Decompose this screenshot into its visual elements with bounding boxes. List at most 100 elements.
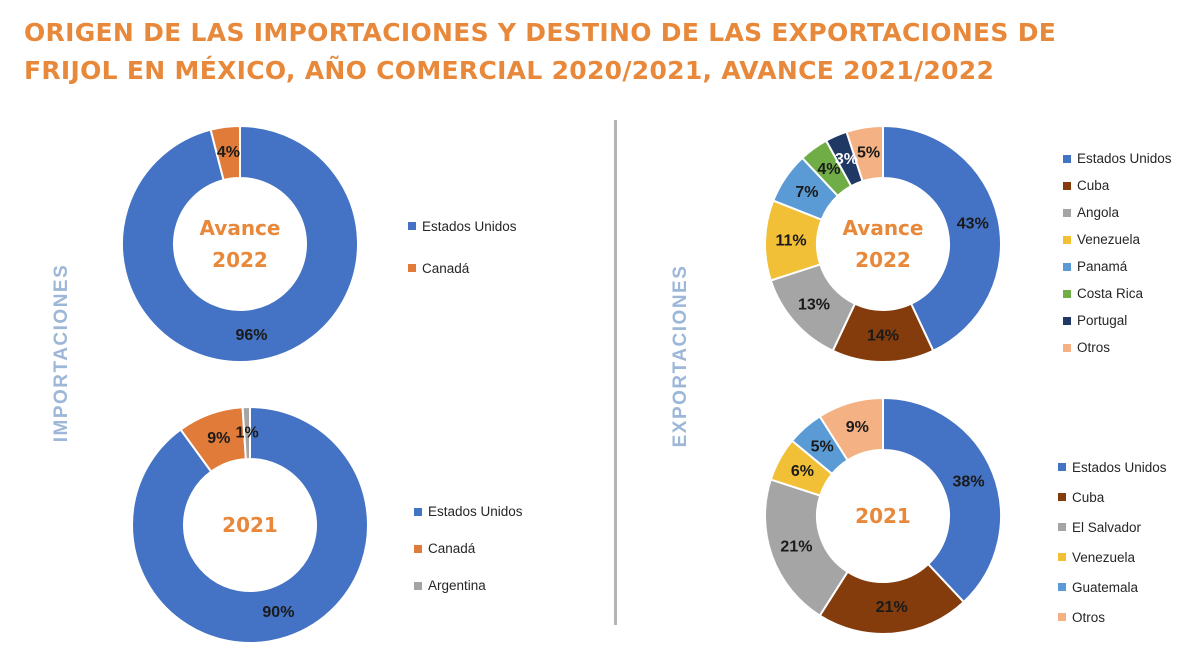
- section-divider: [614, 120, 617, 625]
- exp2022-center-label: Avance: [843, 216, 924, 240]
- legend-label: Venezuela: [1072, 549, 1136, 565]
- imp2022-label-canada: 4%: [217, 144, 240, 161]
- legend-item-canada: Canadá: [414, 530, 523, 567]
- legend-item-estados-unidos: Estados Unidos: [1063, 145, 1172, 172]
- imports-2021-legend: Estados Unidos Canadá Argentina: [414, 493, 523, 604]
- legend-swatch: [1063, 235, 1071, 244]
- legend-label: Otros: [1072, 609, 1106, 625]
- exports-2022-legend: Estados Unidos Cuba Angola Venezuela Panamá C…: [1063, 145, 1172, 361]
- legend-swatch: [408, 264, 416, 272]
- exp2022-label-cuba: 14%: [867, 328, 899, 345]
- imports-2022-legend: Estados Unidos Canadá: [408, 205, 517, 289]
- imp2022-center-label: Avance: [200, 216, 281, 240]
- exports-2021-donut-chart: 38% 21% 21% 6% 5% 9% 2021: [764, 396, 1002, 635]
- title-line-1: ORIGEN DE LAS IMPORTACIONES Y DESTINO DE…: [24, 18, 1057, 47]
- legend-swatch: [414, 544, 422, 553]
- legend-item-otros: Otros: [1058, 602, 1167, 632]
- imports-2021-donut-chart: 90% 9% 1% 2021: [131, 405, 369, 644]
- legend-swatch: [1063, 289, 1071, 298]
- legend-label: Cuba: [1077, 178, 1110, 193]
- legend-label: Estados Unidos: [1077, 151, 1172, 166]
- legend-label: Estados Unidos: [422, 218, 517, 234]
- imp2021-label-canada: 9%: [207, 430, 230, 447]
- exp2022-label-otros: 5%: [857, 145, 880, 162]
- exp2022-slice-otros: [845, 124, 884, 183]
- legend-item-estados-unidos: Estados Unidos: [414, 493, 523, 530]
- legend-swatch: [1058, 523, 1066, 531]
- imp2021-slice-argentina: [241, 405, 251, 461]
- legend-label: Estados Unidos: [1072, 459, 1167, 475]
- imp2022-slice-estados-unidos: [121, 124, 359, 363]
- imp2022-label-estados-unidos: 96%: [236, 327, 268, 344]
- legend-swatch: [1063, 316, 1071, 325]
- legend-swatch: [408, 222, 416, 230]
- legend-swatch: [1063, 262, 1071, 271]
- exports-2022-donut-chart: 43% 14% 13% 11% 7% 4%3% 5% Avance 2022: [764, 124, 1002, 363]
- imp2021-slice-estados-unidos: [131, 405, 369, 644]
- exp2021-label-estados-unidos: 38%: [953, 474, 985, 491]
- legend-item-cuba: Cuba: [1063, 172, 1172, 199]
- legend-label: Venezuela: [1077, 232, 1141, 247]
- legend-label: Estados Unidos: [428, 504, 523, 519]
- exports-side-label: EXPORTACIONES: [670, 264, 691, 448]
- exp2022-label-portugal: 3%: [835, 151, 858, 168]
- legend-label: Canadá: [428, 541, 476, 556]
- legend-label: El Salvador: [1072, 519, 1142, 535]
- legend-label: Cuba: [1072, 489, 1105, 505]
- legend-label: Costa Rica: [1077, 286, 1144, 301]
- legend-label: Portugal: [1077, 313, 1128, 328]
- legend-item-estados-unidos: Estados Unidos: [1058, 452, 1167, 482]
- imp2021-center-label: 2021: [222, 513, 278, 537]
- page-title: ORIGEN DE LAS IMPORTACIONES Y DESTINO DE…: [24, 14, 1174, 90]
- exp2021-slice-el-salvador: [764, 478, 850, 618]
- imports-side-label: IMPORTACIONES: [51, 263, 72, 443]
- legend-item-angola: Angola: [1063, 199, 1172, 226]
- legend-swatch: [1063, 343, 1071, 352]
- legend-item-venezuela: Venezuela: [1063, 226, 1172, 253]
- exp2021-label-guatemala: 5%: [811, 438, 834, 455]
- exp2022-label-panama: 7%: [795, 184, 818, 201]
- legend-item-cuba: Cuba: [1058, 482, 1167, 512]
- exp2022-label-costa-rica: 4%: [817, 161, 840, 178]
- legend-label: Argentina: [428, 578, 486, 593]
- legend-item-estados-unidos: Estados Unidos: [408, 205, 517, 247]
- legend-swatch: [414, 507, 422, 516]
- exp2022-label-venezuela: 11%: [775, 233, 806, 250]
- exp2021-center-label: 2021: [855, 504, 911, 528]
- legend-swatch: [1063, 154, 1071, 163]
- exp2022-center-label: 2022: [855, 248, 911, 272]
- legend-swatch: [1058, 583, 1066, 591]
- imp2022-center-label: 2022: [212, 248, 268, 272]
- imp2021-label-estados-unidos: 90%: [262, 604, 294, 621]
- legend-item-portugal: Portugal: [1063, 307, 1172, 334]
- exports-2021-legend: Estados Unidos Cuba El Salvador Venezuela Gu…: [1058, 452, 1167, 632]
- exp2022-label-angola: 13%: [798, 296, 830, 313]
- imports-2022-donut-chart: 96% 4% Avance 2022: [121, 124, 359, 363]
- legend-swatch: [1058, 493, 1066, 501]
- legend-label: Otros: [1077, 340, 1111, 355]
- exp2021-label-otros: 9%: [846, 419, 869, 436]
- title-line-2: FRIJOL EN MÉXICO, AÑO COMERCIAL 2020/202…: [24, 56, 995, 85]
- exp2021-label-venezuela: 6%: [791, 463, 814, 480]
- exp2021-label-cuba: 21%: [876, 599, 908, 616]
- legend-item-otros: Otros: [1063, 334, 1172, 361]
- legend-swatch: [1063, 208, 1071, 217]
- exp2021-slice-cuba: [818, 562, 966, 635]
- exp2021-slice-otros: [818, 396, 884, 462]
- legend-item-venezuela: Venezuela: [1058, 542, 1167, 572]
- legend-item-guatemala: Guatemala: [1058, 572, 1167, 602]
- exp2022-slice-estados-unidos: [882, 124, 1002, 353]
- legend-swatch: [1058, 463, 1066, 471]
- exp2022-label-estados-unidos: 43%: [957, 215, 989, 232]
- imp2022-slice-canada: [209, 124, 241, 182]
- legend-swatch: [1058, 613, 1066, 621]
- legend-item-el-salvador: El Salvador: [1058, 512, 1167, 542]
- legend-label: Angola: [1077, 205, 1120, 220]
- legend-item-argentina: Argentina: [414, 567, 523, 604]
- legend-label: Panamá: [1077, 259, 1128, 274]
- legend-swatch: [414, 581, 422, 590]
- legend-label: Guatemala: [1072, 579, 1139, 595]
- legend-item-costa-rica: Costa Rica: [1063, 280, 1172, 307]
- legend-swatch: [1063, 181, 1071, 190]
- legend-swatch: [1058, 553, 1066, 561]
